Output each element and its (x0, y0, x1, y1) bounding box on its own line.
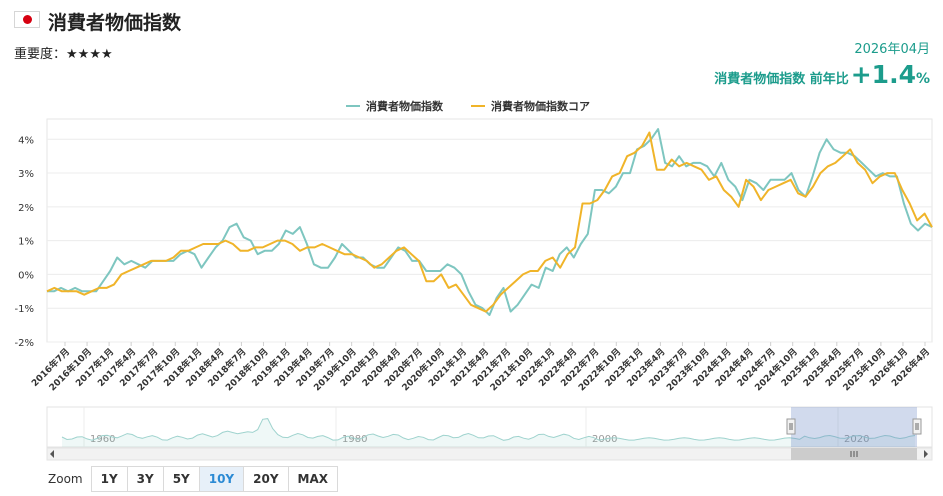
navigator-year-label: 1960 (90, 434, 115, 445)
chart-legend: 消費者物価指数 消費者物価指数コア (346, 99, 590, 113)
cpi-line-chart[interactable]: 4%3%2%1%0%-1%-2%2016年7月2016年10月2017年1月20… (0, 0, 943, 466)
y-tick-label: -2% (15, 338, 34, 349)
legend-label-2: 消費者物価指数コア (491, 99, 590, 113)
handle-body (912, 418, 922, 435)
navigator-series-line (61, 418, 916, 441)
zoom-button-5y[interactable]: 5Y (162, 466, 200, 492)
handle-body (786, 418, 796, 435)
navigator-selection (791, 407, 917, 447)
scroll-left-arrow-icon[interactable] (50, 450, 54, 458)
series-line-2 (46, 131, 933, 313)
navigator-year-label: 2020 (844, 434, 869, 445)
navigator-area (46, 406, 933, 448)
zoom-button-1y[interactable]: 1Y (90, 466, 128, 492)
headline-label: 消費者物価指数 前年比 (714, 72, 849, 87)
zoom-button-20y[interactable]: 20Y (243, 466, 289, 492)
navigator-scrollbar-track[interactable] (46, 447, 933, 461)
release-date: 2026年04月 (854, 42, 930, 57)
y-tick-label: 3% (18, 169, 34, 180)
navigator-year-label: 1980 (342, 434, 367, 445)
headline-unit: % (915, 71, 930, 87)
navigator-series-fill (62, 418, 915, 447)
zoom-button-3y[interactable]: 3Y (126, 466, 164, 492)
headline-value: 消費者物価指数 前年比+1.4% (714, 60, 930, 89)
y-tick-label: 1% (18, 237, 34, 248)
japan-flag-icon (14, 11, 40, 28)
scroll-right-arrow-icon[interactable] (924, 450, 928, 458)
flag-sun (23, 15, 32, 24)
y-tick-label: -1% (15, 304, 34, 315)
series-line-1 (47, 128, 933, 316)
navigator-right-handle[interactable] (912, 418, 922, 435)
y-tick-label: 0% (18, 270, 34, 281)
headline-number: +1.4 (850, 60, 916, 89)
legend-label-1: 消費者物価指数 (366, 99, 444, 113)
navigator-left-handle[interactable] (786, 418, 796, 435)
zoom-control: Zoom 1Y 3Y 5Y 10Y 20Y MAX (48, 466, 338, 492)
zoom-button-10y[interactable]: 10Y (198, 466, 245, 492)
importance-stars: ★★★★ (66, 47, 113, 62)
zoom-label: Zoom (48, 472, 83, 486)
importance-rating: 重要度：★★★★ (14, 43, 113, 62)
importance-label: 重要度： (14, 47, 67, 62)
page-title: 消費者物価指数 (48, 12, 182, 34)
y-tick-label: 4% (18, 135, 34, 146)
zoom-button-max[interactable]: MAX (287, 466, 338, 492)
y-tick-label: 2% (18, 203, 34, 214)
